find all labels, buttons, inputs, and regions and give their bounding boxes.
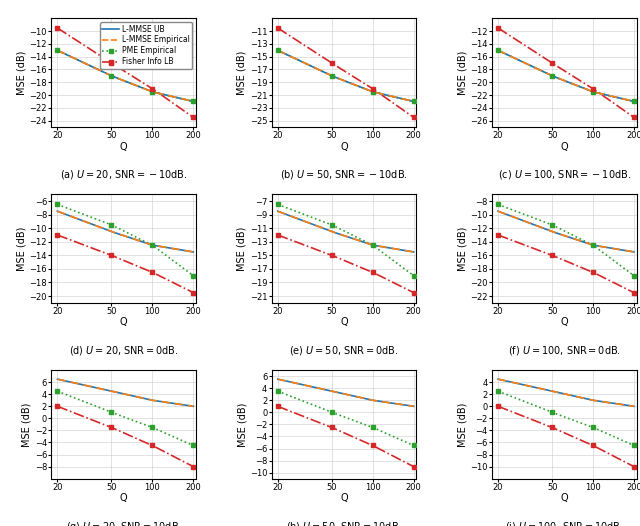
X-axis label: Q: Q [561, 493, 568, 503]
X-axis label: Q: Q [340, 141, 348, 151]
Y-axis label: MSE (dB): MSE (dB) [237, 402, 247, 447]
Y-axis label: MSE (dB): MSE (dB) [22, 402, 32, 447]
X-axis label: Q: Q [340, 493, 348, 503]
Legend: L-MMSE UB, L-MMSE Empirical, PME Empirical, Fisher Info LB: L-MMSE UB, L-MMSE Empirical, PME Empiric… [100, 22, 193, 68]
Text: (f) $U = 100$, SNR$=0$dB.: (f) $U = 100$, SNR$=0$dB. [508, 344, 621, 357]
Text: (i) $U = 100$, SNR$=10$dB.: (i) $U = 100$, SNR$=10$dB. [505, 520, 623, 526]
Y-axis label: MSE (dB): MSE (dB) [17, 50, 27, 95]
X-axis label: Q: Q [561, 141, 568, 151]
Text: (g) $U = 20$, SNR$=10$dB.: (g) $U = 20$, SNR$=10$dB. [66, 520, 182, 526]
Y-axis label: MSE (dB): MSE (dB) [237, 50, 247, 95]
X-axis label: Q: Q [120, 141, 127, 151]
X-axis label: Q: Q [561, 317, 568, 327]
Text: (c) $U = 100$, SNR$=-10$dB.: (c) $U = 100$, SNR$=-10$dB. [498, 168, 631, 181]
Y-axis label: MSE (dB): MSE (dB) [458, 402, 467, 447]
X-axis label: Q: Q [340, 317, 348, 327]
Y-axis label: MSE (dB): MSE (dB) [237, 226, 247, 271]
X-axis label: Q: Q [120, 493, 127, 503]
Y-axis label: MSE (dB): MSE (dB) [458, 226, 467, 271]
X-axis label: Q: Q [120, 317, 127, 327]
Text: (e) $U = 50$, SNR$=0$dB.: (e) $U = 50$, SNR$=0$dB. [289, 344, 399, 357]
Text: (b) $U = 50$, SNR$=-10$dB.: (b) $U = 50$, SNR$=-10$dB. [280, 168, 408, 181]
Text: (h) $U = 50$, SNR$=10$dB.: (h) $U = 50$, SNR$=10$dB. [286, 520, 402, 526]
Text: (d) $U = 20$, SNR$=0$dB.: (d) $U = 20$, SNR$=0$dB. [69, 344, 179, 357]
Y-axis label: MSE (dB): MSE (dB) [458, 50, 467, 95]
Text: (a) $U = 20$, SNR$=-10$dB.: (a) $U = 20$, SNR$=-10$dB. [60, 168, 188, 181]
Y-axis label: MSE (dB): MSE (dB) [17, 226, 27, 271]
